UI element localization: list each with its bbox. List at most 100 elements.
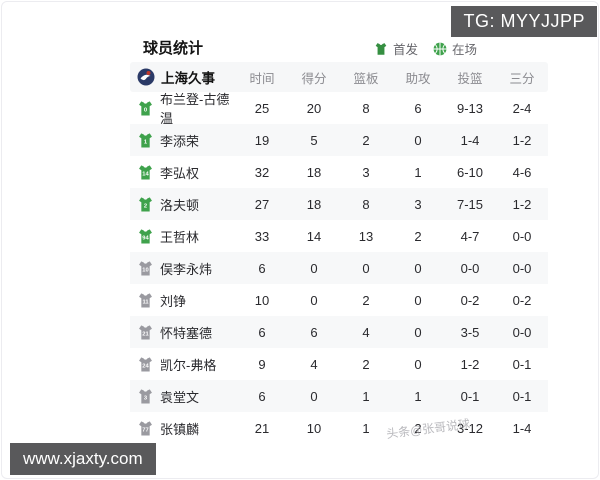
stat-cell: 9 (258, 356, 266, 372)
stat-cell: 0 (362, 260, 370, 276)
player-cell: 11 刘铮 (130, 291, 236, 310)
svg-text:2: 2 (144, 203, 147, 209)
player-row[interactable]: 2 洛夫顿 27 18 8 3 7-15 1-2 (130, 188, 548, 220)
stat-cell: 4 (310, 356, 318, 372)
column-header: 得分 (301, 71, 327, 86)
stat-cell: 8 (362, 196, 370, 212)
player-stats-table: 上海久事 时间 得分 篮板 助攻 投篮 三分 0 布兰登-古德温 25 20 8 6 9-13 2-4 1… (130, 62, 548, 444)
stat-cell: 0-0 (512, 324, 532, 340)
player-name: 俣李永炜 (160, 261, 213, 277)
stat-cell: 3 (362, 164, 370, 180)
stat-cell: 0-1 (512, 356, 532, 372)
stat-cell: 1 (414, 388, 422, 404)
stat-cell: 0-0 (460, 260, 480, 276)
stat-cell: 2 (414, 420, 422, 436)
svg-text:94: 94 (142, 235, 149, 241)
stat-cell: 0-2 (460, 292, 480, 308)
player-name: 王哲林 (160, 229, 200, 245)
stat-cell: 6 (258, 324, 266, 340)
player-row[interactable]: 10 俣李永炜 6 0 0 0 0-0 0-0 (130, 252, 548, 284)
player-rows: 0 布兰登-古德温 25 20 8 6 9-13 2-4 1 李添荣 19 5 2 0 1-4 1-2 14 李弘… (130, 92, 548, 444)
player-name: 李添荣 (160, 133, 200, 149)
stat-cell: 32 (254, 164, 270, 180)
player-row[interactable]: 21 怀特塞德 6 6 4 0 3-5 0-0 (130, 316, 548, 348)
stat-cell: 0 (414, 356, 422, 372)
player-cell: 1 李添荣 (130, 131, 236, 150)
stat-cell: 7-15 (456, 196, 484, 212)
stat-cell: 2 (362, 132, 370, 148)
stat-cell: 1-2 (512, 132, 532, 148)
stat-cell: 1-2 (460, 356, 480, 372)
legend-oncourt: 在场 (433, 39, 477, 58)
stat-cell: 14 (306, 228, 322, 244)
player-row[interactable]: 14 李弘权 32 18 3 1 6-10 4-6 (130, 156, 548, 188)
team-cell: 上海久事 (130, 67, 236, 87)
stat-cell: 0 (414, 260, 422, 276)
stat-cell: 0 (414, 132, 422, 148)
legend-oncourt-label: 在场 (452, 43, 478, 57)
stat-cell: 13 (358, 228, 374, 244)
jersey-number-icon: 11 (137, 292, 154, 309)
stat-cell: 1 (362, 420, 370, 436)
stat-cell: 0 (310, 292, 318, 308)
stat-cell: 1-4 (512, 420, 532, 436)
stat-cell: 1-2 (512, 196, 532, 212)
player-row[interactable]: 77 张镇麟 21 10 1 2 3-12 1-4 (130, 412, 548, 444)
stat-cell: 18 (306, 164, 322, 180)
svg-text:77: 77 (142, 427, 148, 433)
jersey-number-icon: 2 (137, 196, 154, 213)
tg-watermark-badge: TG: MYYJJPP (451, 6, 597, 37)
stat-cell: 3-12 (456, 420, 484, 436)
player-name: 袁堂文 (160, 389, 200, 405)
stat-cell: 6 (258, 388, 266, 404)
stat-cell: 0 (414, 324, 422, 340)
player-cell: 24 凯尔-弗格 (130, 355, 236, 374)
stat-cell: 3-5 (460, 324, 480, 340)
player-cell: 2 洛夫顿 (130, 195, 236, 214)
stat-cell: 1 (362, 388, 370, 404)
jersey-number-icon: 77 (137, 420, 154, 437)
player-name: 张镇麟 (160, 421, 200, 437)
jersey-number-icon: 94 (137, 228, 154, 245)
stat-cell: 2 (414, 228, 422, 244)
jersey-icon (374, 42, 388, 56)
column-header: 投篮 (457, 71, 483, 86)
player-name: 刘铮 (160, 293, 187, 309)
player-row[interactable]: 3 袁堂文 6 0 1 1 0-1 0-1 (130, 380, 548, 412)
stat-cell: 0-1 (512, 388, 532, 404)
player-cell: 10 俣李永炜 (130, 259, 236, 278)
player-name: 李弘权 (160, 165, 200, 181)
stat-cell: 2 (362, 356, 370, 372)
player-row[interactable]: 11 刘铮 10 0 2 0 0-2 0-2 (130, 284, 548, 316)
player-cell: 0 布兰登-古德温 (130, 89, 236, 127)
stat-cell: 20 (306, 100, 322, 116)
stat-cell: 2 (362, 292, 370, 308)
column-header: 篮板 (353, 71, 379, 86)
player-cell: 14 李弘权 (130, 163, 236, 182)
stat-cell: 0-0 (512, 228, 532, 244)
svg-text:1: 1 (144, 139, 148, 145)
svg-text:14: 14 (142, 171, 149, 177)
stat-cell: 21 (254, 420, 270, 436)
player-cell: 77 张镇麟 (130, 419, 236, 438)
player-row[interactable]: 94 王哲林 33 14 13 2 4-7 0-0 (130, 220, 548, 252)
svg-text:10: 10 (142, 267, 148, 273)
player-row[interactable]: 24 凯尔-弗格 9 4 2 0 1-2 0-1 (130, 348, 548, 380)
basketball-icon (433, 42, 447, 56)
svg-text:3: 3 (144, 395, 147, 401)
column-header: 时间 (249, 71, 275, 86)
stat-cell: 0-1 (460, 388, 480, 404)
player-row[interactable]: 1 李添荣 19 5 2 0 1-4 1-2 (130, 124, 548, 156)
stat-cell: 10 (306, 420, 322, 436)
player-cell: 21 怀特塞德 (130, 323, 236, 342)
svg-text:11: 11 (142, 299, 149, 305)
player-row[interactable]: 0 布兰登-古德温 25 20 8 6 9-13 2-4 (130, 89, 548, 127)
team-logo (137, 68, 155, 86)
stat-cell: 0 (310, 260, 318, 276)
table-header-row: 上海久事 时间 得分 篮板 助攻 投篮 三分 (130, 62, 548, 92)
jersey-number-icon: 0 (137, 100, 154, 117)
player-name: 凯尔-弗格 (160, 357, 217, 373)
stat-cell: 6-10 (456, 164, 484, 180)
player-name: 布兰登-古德温 (160, 92, 230, 126)
column-header: 助攻 (405, 71, 431, 86)
